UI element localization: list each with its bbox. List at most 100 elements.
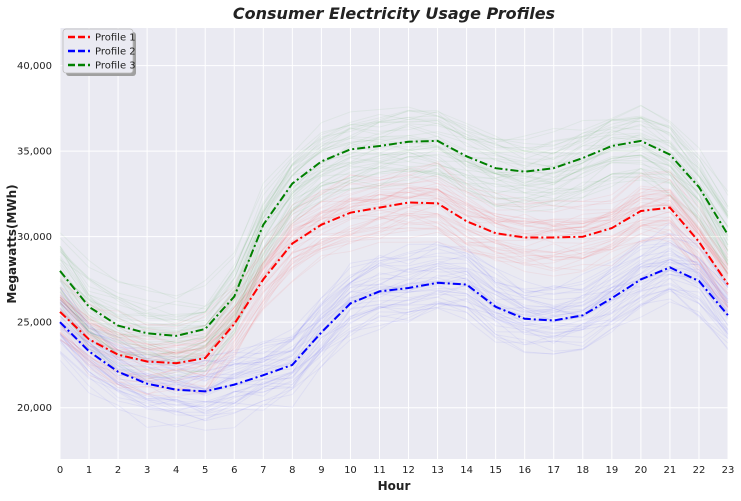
ensemble-line-profile-2 [59, 252, 729, 372]
ensemble-line-profile-1 [59, 213, 729, 398]
x-tick-label: 21 [664, 465, 677, 476]
ensemble-line-profile-1 [59, 220, 729, 394]
ensemble-line-profile-1 [59, 209, 729, 359]
ensemble-line-profile-3 [59, 167, 729, 358]
ensemble-line-profile-2 [59, 277, 729, 405]
x-tick-label: 13 [431, 465, 444, 476]
x-tick-label: 22 [693, 465, 706, 476]
ensemble-line-profile-2 [59, 288, 729, 422]
ensemble-line-profile-2 [59, 250, 729, 364]
ensemble-line-profile-3 [59, 167, 729, 357]
ensemble-line-profile-2 [59, 287, 729, 411]
ensemble-line-profile-2 [59, 244, 729, 382]
ensemble-line-profile-2 [59, 273, 729, 393]
ensemble-line-profile-2 [59, 254, 729, 380]
ensemble-line-profile-1 [59, 188, 729, 370]
y-tick-label: 35,000 [17, 147, 52, 158]
ensemble-line-profile-3 [59, 137, 729, 318]
ensemble-line-profile-2 [59, 259, 729, 382]
x-axis-ticks: 0 1 2 3 4 5 6 7 8 9 10 11 12 13 14 15 16 17 18 19 20 21 22 23 [57, 465, 735, 476]
legend-label-profile-1: Profile 1 [95, 33, 136, 44]
ensemble-line-profile-3 [59, 155, 729, 357]
ensemble-line-profile-1 [59, 204, 729, 367]
ensemble-line-profile-3 [59, 165, 729, 364]
ensemble-line-profile-1 [59, 187, 729, 357]
ensemble-line-profile-3 [59, 109, 729, 321]
ensemble-line-profile-2 [59, 266, 729, 391]
ensemble-line-profile-1 [59, 212, 729, 371]
x-tick-label: 8 [289, 465, 295, 476]
series-line-profile-2 [59, 266, 729, 393]
x-tick-label: 4 [173, 465, 179, 476]
ensemble-line-profile-2 [59, 241, 729, 382]
ensemble-line-profile-1 [59, 222, 729, 383]
ensemble-line-profile-1 [59, 216, 729, 377]
ensemble-line-profile-3 [59, 138, 729, 327]
ensemble-line-profile-2 [59, 263, 729, 390]
x-tick-label: 17 [547, 465, 560, 476]
ensemble-line-profile-3 [59, 120, 729, 329]
ensemble-line-profile-3 [59, 117, 729, 332]
x-tick-label: 14 [460, 465, 473, 476]
x-tick-label: 6 [231, 465, 237, 476]
y-axis-label: Megawatts(MWh) [5, 184, 19, 303]
ensemble-line-profile-2 [59, 259, 729, 393]
ensemble-line-profile-3 [59, 154, 729, 380]
ensemble-line-profile-3 [59, 151, 729, 362]
ensemble-line-profile-2 [59, 239, 729, 384]
x-tick-label: 3 [144, 465, 150, 476]
y-tick-label: 20,000 [17, 403, 52, 414]
ensemble-line-profile-2 [59, 248, 729, 380]
ensemble-line-profile-3 [59, 126, 729, 317]
ensemble-line-profile-1 [59, 197, 729, 352]
ensemble-line-profile-3 [59, 173, 729, 359]
ensemble-line-profile-2 [59, 277, 729, 414]
series-line-profile-3 [59, 139, 729, 337]
x-tick-label: 2 [115, 465, 121, 476]
plot-background [60, 28, 728, 459]
ensemble-line-profile-1 [59, 190, 729, 352]
ensemble-line-profile-2 [59, 288, 729, 403]
series-lines [59, 139, 729, 393]
ensemble-line-profile-2 [59, 247, 729, 367]
ensemble-line-profile-3 [59, 110, 729, 333]
x-tick-label: 19 [605, 465, 618, 476]
ensemble-line-profile-2 [59, 298, 729, 421]
ensemble-line-profile-3 [59, 133, 729, 324]
ensemble-line-profile-1 [59, 194, 729, 356]
chart-title: Consumer Electricity Usage Profiles [233, 4, 555, 23]
x-tick-label: 1 [86, 465, 92, 476]
ensemble-line-profile-1 [59, 186, 729, 351]
ensemble-line-profile-2 [59, 283, 729, 415]
ensemble-line-profile-1 [59, 215, 729, 395]
ensemble-line-profile-2 [59, 290, 729, 417]
grid [59, 28, 729, 459]
x-tick-label: 5 [202, 465, 208, 476]
ensemble-line-profile-1 [59, 206, 729, 382]
y-tick-label: 25,000 [17, 318, 52, 329]
ensemble-line-profile-1 [59, 189, 729, 346]
ensemble-line-profile-1 [59, 185, 729, 364]
ensemble-line-profile-3 [59, 134, 729, 339]
ensemble-line-profile-2 [59, 270, 729, 395]
ensemble-line-profile-1 [59, 197, 729, 355]
ensemble-line-profile-2 [59, 288, 729, 428]
ensemble-line-profile-1 [59, 202, 729, 360]
ensemble-line-profile-3 [59, 117, 729, 326]
ensemble-line-profile-2 [59, 282, 729, 413]
ensemble-line-profile-2 [59, 232, 729, 373]
ensemble-line-profile-2 [59, 269, 729, 412]
ensemble-line-profile-1 [59, 227, 729, 393]
x-axis-label: Hour [378, 479, 411, 493]
x-tick-label: 11 [373, 465, 386, 476]
ensemble-line-profile-2 [59, 222, 729, 365]
ensemble-line-profile-2 [59, 261, 729, 373]
ensemble-line-profile-2 [59, 268, 729, 408]
ensemble-line-profile-3 [59, 148, 729, 338]
ensemble-line-profile-2 [59, 267, 729, 411]
ensemble-line-profile-1 [59, 191, 729, 354]
ensemble-line-profile-1 [59, 182, 729, 341]
ensemble-line-profile-1 [59, 184, 729, 360]
y-axis-ticks: 20,000 25,000 30,000 35,000 40,000 [17, 61, 52, 414]
